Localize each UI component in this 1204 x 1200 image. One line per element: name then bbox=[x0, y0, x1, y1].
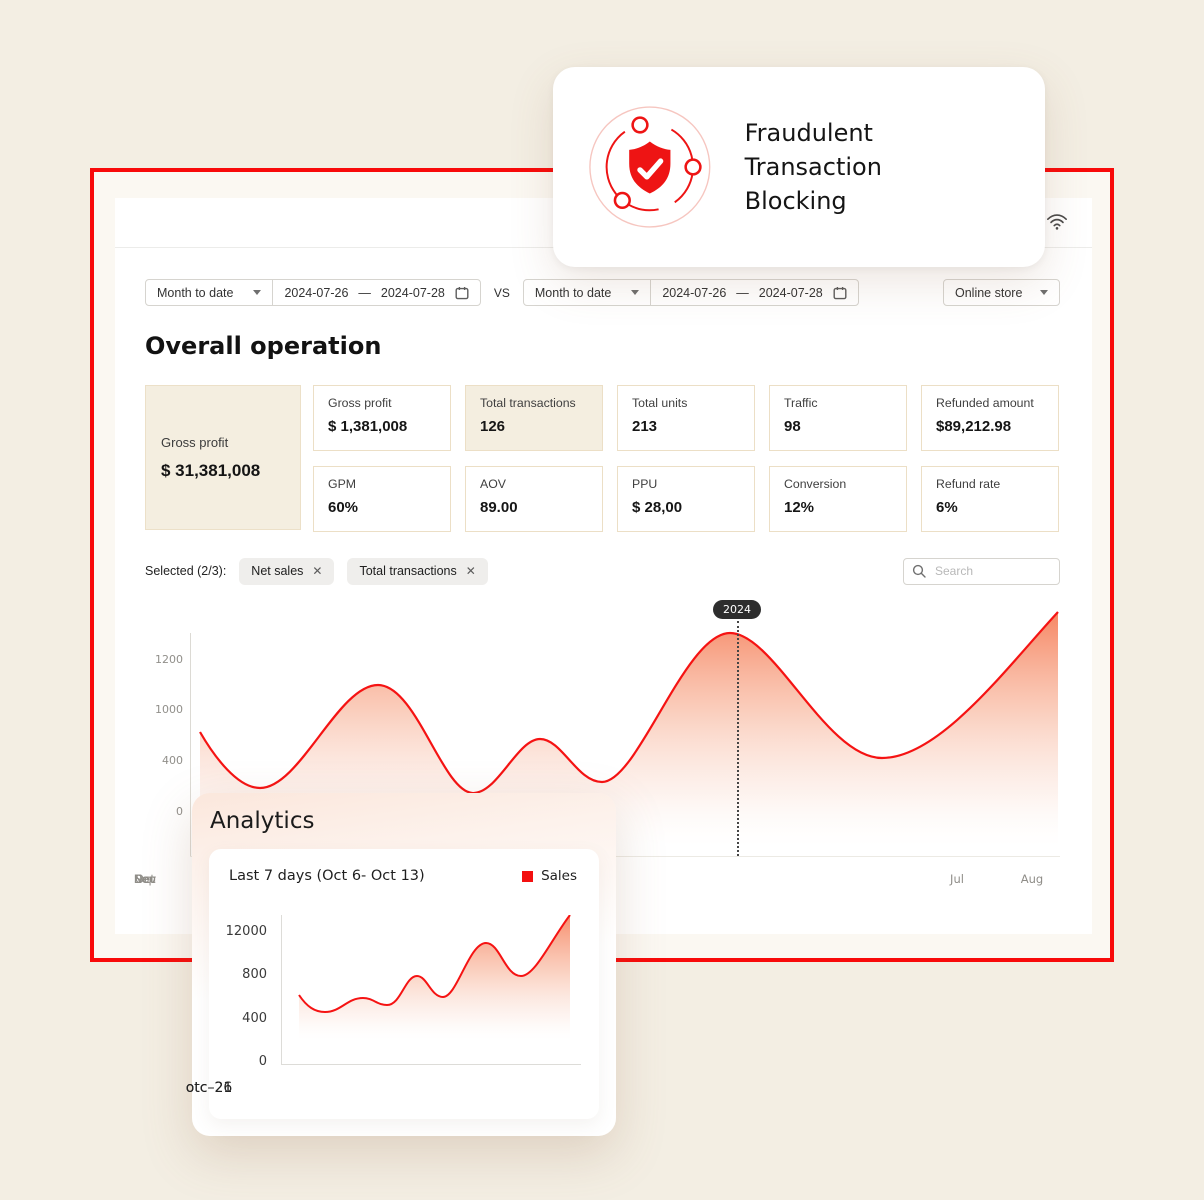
analytics-header: Last 7 days (Oct 6- Oct 13) Sales bbox=[209, 849, 599, 884]
metric-card-refunded-amount[interactable]: Refunded amount $89,212.98 bbox=[921, 385, 1059, 451]
analytics-subtitle: Last 7 days (Oct 6- Oct 13) bbox=[229, 868, 425, 884]
y-axis-tick: 0 bbox=[176, 805, 183, 818]
hero-metric-label: Gross profit bbox=[161, 434, 229, 450]
date-preset-dropdown-b[interactable]: Month to date bbox=[524, 280, 652, 305]
store-select-value: Online store bbox=[955, 285, 1023, 300]
hero-metric-card[interactable]: Gross profit $ 31,381,008 bbox=[145, 385, 301, 530]
calendar-icon[interactable] bbox=[833, 286, 847, 300]
page-title: Overall operation bbox=[145, 332, 382, 360]
y-axis-tick: 0 bbox=[258, 1054, 267, 1069]
date-range-a-separator: — bbox=[358, 285, 371, 300]
x-axis-label: Oct bbox=[135, 872, 155, 886]
x-axis-label: Dec bbox=[133, 872, 157, 886]
fraud-card-title: Fraudulent Transaction Blocking bbox=[745, 116, 1013, 218]
metric-card-aov[interactable]: AOV 89.00 bbox=[465, 466, 603, 532]
trend-line bbox=[199, 611, 1059, 795]
selected-metrics-row: Selected (2/3): Net sales ✕ Total transa… bbox=[145, 557, 1060, 585]
metric-card-refund-rate[interactable]: Refund rate 6% bbox=[921, 466, 1059, 532]
legend-label: Sales bbox=[541, 868, 577, 884]
date-filter-group-b: Month to date 2024-07-26 — 2024-07-28 bbox=[522, 279, 859, 306]
date-range-a[interactable]: 2024-07-26 — 2024-07-28 bbox=[273, 280, 479, 305]
date-preset-b-label: Month to date bbox=[534, 285, 612, 300]
fraud-blocking-card: Fraudulent Transaction Blocking bbox=[553, 67, 1045, 267]
search-input[interactable] bbox=[933, 563, 1051, 579]
analytics-inner-card: Last 7 days (Oct 6- Oct 13) Sales 12000 … bbox=[186, 849, 599, 1119]
y-axis-tick: 12000 bbox=[225, 924, 267, 939]
analytics-card: Analytics Last 7 days (Oct 6- Oct 13) Sa… bbox=[186, 793, 616, 1136]
area-fill bbox=[299, 915, 570, 1043]
calendar-icon[interactable] bbox=[455, 286, 469, 300]
date-range-a-start: 2024-07-26 bbox=[284, 285, 349, 300]
hero-metric-value: $ 31,381,008 bbox=[161, 460, 261, 480]
close-icon[interactable]: ✕ bbox=[312, 564, 323, 578]
search-icon bbox=[912, 564, 926, 578]
x-axis-line bbox=[281, 1064, 581, 1065]
fraud-title-line1: Fraudulent Transaction bbox=[744, 119, 882, 181]
search-box[interactable] bbox=[903, 557, 1060, 585]
x-axis-label: otc–21 bbox=[185, 1080, 233, 1096]
metric-card-traffic[interactable]: Traffic 98 bbox=[769, 385, 907, 451]
metric-card-total-units[interactable]: Total units 213 bbox=[617, 385, 755, 451]
selected-count-label: Selected (2/3): bbox=[145, 564, 227, 578]
fraud-title-line2: Blocking bbox=[744, 187, 847, 215]
year-marker-badge: 2024 bbox=[713, 600, 761, 619]
metric-card-total-transactions[interactable]: Total transactions 126 bbox=[465, 385, 603, 451]
x-axis-line bbox=[190, 856, 1060, 857]
date-filter-group-a: Month to date 2024-07-26 — 2024-07-28 bbox=[145, 279, 481, 306]
chevron-down-icon bbox=[1040, 290, 1048, 295]
close-icon[interactable]: ✕ bbox=[465, 564, 476, 578]
date-preset-dropdown-a[interactable]: Month to date bbox=[146, 280, 274, 305]
x-axis-label: Sep bbox=[134, 872, 156, 886]
y-axis-tick: 1000 bbox=[155, 703, 183, 716]
filters-row: Month to date 2024-07-26 — 2024-07-28 VS… bbox=[145, 279, 1060, 306]
x-axis-label: Nov bbox=[133, 872, 157, 886]
y-axis-line bbox=[281, 915, 282, 1064]
chevron-down-icon bbox=[253, 290, 262, 295]
y-axis-tick: 800 bbox=[242, 967, 267, 982]
y-axis-tick: 1200 bbox=[155, 653, 183, 666]
chevron-down-icon bbox=[631, 290, 640, 295]
date-range-a-end: 2024-07-28 bbox=[380, 285, 445, 300]
metric-card-ppu[interactable]: PPU $ 28,00 bbox=[617, 466, 755, 532]
y-axis-tick: 400 bbox=[242, 1011, 267, 1026]
mini-area-chart-plot bbox=[298, 915, 571, 1043]
wifi-icon bbox=[1047, 214, 1067, 230]
date-range-b-start: 2024-07-26 bbox=[662, 285, 727, 300]
marker-dotted-line bbox=[737, 621, 739, 856]
metric-card-gpm[interactable]: GPM 60% bbox=[313, 466, 451, 532]
shield-check-orbit-icon bbox=[589, 106, 711, 228]
date-range-b-end: 2024-07-28 bbox=[758, 285, 823, 300]
x-axis-label: otc–26 bbox=[185, 1080, 233, 1096]
metric-card-conversion[interactable]: Conversion 12% bbox=[769, 466, 907, 532]
chip-net-sales[interactable]: Net sales ✕ bbox=[239, 557, 335, 585]
date-preset-a-label: Month to date bbox=[157, 285, 234, 300]
x-axis-label: Aug bbox=[1020, 872, 1044, 886]
chip-total-transactions[interactable]: Total transactions ✕ bbox=[347, 557, 488, 585]
x-axis-label: Jul bbox=[950, 872, 964, 886]
store-select-dropdown[interactable]: Online store bbox=[943, 279, 1060, 306]
legend: Sales bbox=[522, 868, 577, 884]
analytics-title: Analytics bbox=[210, 808, 315, 834]
vs-label: VS bbox=[493, 285, 510, 300]
trend-line bbox=[298, 915, 571, 1014]
y-axis-tick: 400 bbox=[162, 754, 183, 767]
legend-swatch-icon bbox=[522, 870, 534, 882]
metric-card-gross-profit[interactable]: Gross profit $ 1,381,008 bbox=[313, 385, 451, 451]
date-range-b[interactable]: 2024-07-26 — 2024-07-28 bbox=[651, 280, 857, 305]
y-axis-line bbox=[190, 633, 191, 856]
date-range-b-separator: — bbox=[736, 285, 749, 300]
metric-grid: Gross profit $ 1,381,008 Total transacti… bbox=[313, 385, 1059, 532]
